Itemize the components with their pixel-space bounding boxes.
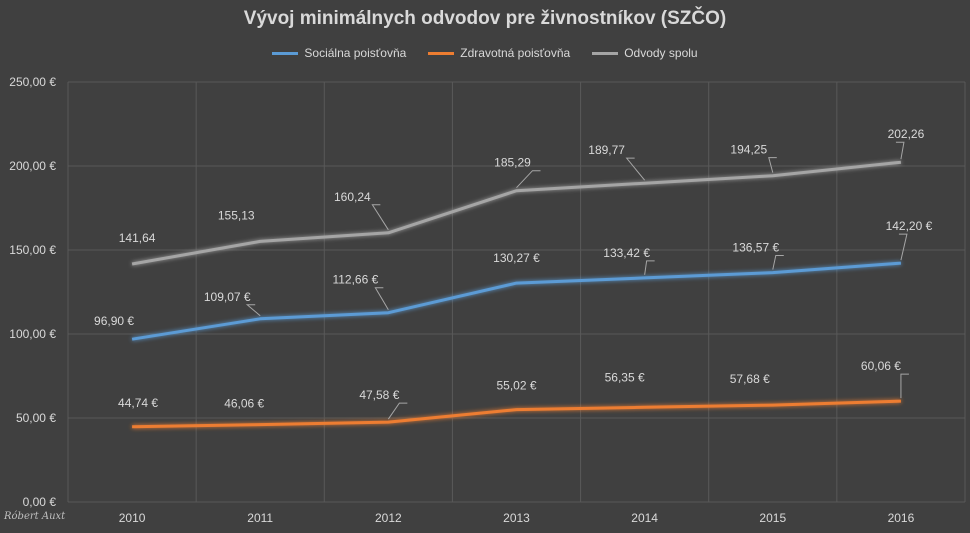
- series-line-0: [131, 261, 902, 341]
- data-label: 57,68 €: [730, 372, 770, 386]
- data-label: 55,02 €: [496, 379, 536, 393]
- data-label: 44,74 €: [118, 396, 158, 410]
- data-label-leader: [387, 402, 408, 420]
- data-label: 185,29: [494, 156, 531, 170]
- x-tick-label: 2010: [119, 511, 146, 525]
- legend-label-health: Zdravotná poisťovňa: [460, 46, 571, 60]
- data-label-leader: [245, 304, 261, 317]
- y-tick-label: 200,00 €: [9, 159, 56, 173]
- x-tick-label: 2016: [888, 511, 915, 525]
- data-label-leader: [768, 157, 777, 173]
- data-label-leader: [898, 233, 908, 261]
- data-label: 189,77: [588, 143, 625, 157]
- legend-label-total: Odvody spolu: [624, 46, 698, 60]
- legend-swatch-social: [272, 51, 299, 55]
- data-label: 155,13: [218, 208, 255, 222]
- data-label-leader: [371, 204, 389, 231]
- data-label: 56,35 €: [605, 370, 645, 384]
- data-label-leader: [900, 373, 909, 399]
- data-label: 202,26: [888, 127, 925, 141]
- data-label-leader: [516, 170, 541, 189]
- series-line-2: [131, 160, 902, 266]
- chart-title: Vývoj minimálnych odvodov pre živnostník…: [243, 8, 727, 29]
- data-label: 194,25: [730, 143, 767, 157]
- data-label-leader: [625, 157, 646, 181]
- data-label: 130,27 €: [493, 251, 540, 265]
- x-tick-label: 2012: [375, 511, 402, 525]
- x-tick-label: 2014: [631, 511, 658, 525]
- series-line-1: [132, 399, 901, 429]
- data-label-leader: [374, 287, 389, 310]
- x-tick-label: 2015: [759, 511, 786, 525]
- data-label: 133,42 €: [603, 246, 650, 260]
- legend: Sociálna poisťovňa Zdravotná poisťovňa O…: [0, 46, 970, 60]
- data-label: 96,90 €: [94, 314, 134, 328]
- legend-swatch-health: [428, 51, 455, 55]
- data-label-leader: [895, 141, 905, 160]
- data-label: 160,24: [334, 190, 371, 204]
- data-label: 142,20 €: [886, 219, 933, 233]
- y-tick-label: 0,00 €: [23, 495, 57, 509]
- legend-swatch-total: [592, 51, 619, 55]
- y-tick-label: 150,00 €: [9, 243, 56, 257]
- x-tick-label: 2013: [503, 511, 530, 525]
- legend-label-social: Sociálna poisťovňa: [304, 46, 407, 60]
- legend-item-health[interactable]: Zdravotná poisťovňa: [428, 46, 570, 60]
- data-label: 141,64: [119, 231, 156, 245]
- legend-item-total[interactable]: Odvody spolu: [592, 46, 698, 60]
- data-label: 112,66 €: [332, 273, 378, 287]
- author-signature: Róbert Auxt: [4, 511, 66, 522]
- legend-item-social[interactable]: Sociálna poisťovňa: [272, 46, 406, 60]
- y-tick-label: 50,00 €: [16, 411, 56, 425]
- data-label: 47,58 €: [359, 388, 399, 402]
- y-tick-label: 250,00 €: [9, 75, 56, 89]
- data-label-leader: [644, 260, 655, 275]
- data-label: 60,06 €: [861, 359, 901, 373]
- data-label: 109,07 €: [204, 290, 251, 304]
- y-tick-label: 100,00 €: [9, 327, 56, 341]
- data-label-leader: [772, 255, 784, 270]
- x-tick-label: 2011: [247, 511, 273, 525]
- data-label: 136,57 €: [732, 241, 779, 255]
- data-label: 46,06 €: [224, 397, 264, 411]
